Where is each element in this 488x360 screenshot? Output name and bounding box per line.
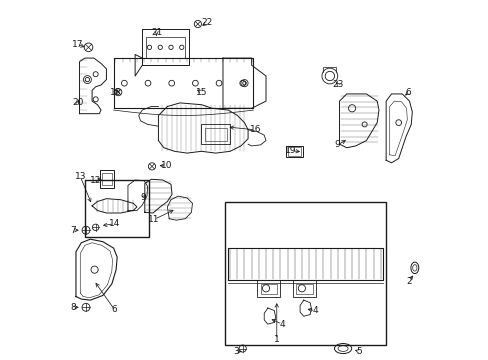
Bar	[204, 128, 226, 141]
Text: 16: 16	[249, 125, 261, 134]
Text: 1: 1	[273, 335, 279, 344]
Bar	[285, 146, 303, 157]
Text: 12: 12	[90, 176, 101, 185]
Text: 22: 22	[201, 18, 212, 27]
Text: 13: 13	[74, 172, 86, 181]
Text: 21: 21	[151, 28, 162, 37]
Bar	[257, 280, 280, 297]
Text: 14: 14	[109, 219, 120, 228]
Text: 23: 23	[332, 81, 344, 90]
Bar	[145, 37, 185, 58]
Bar	[102, 173, 112, 185]
Text: 18: 18	[109, 87, 121, 96]
Text: 4: 4	[279, 320, 285, 329]
Bar	[201, 125, 230, 144]
Text: 11: 11	[148, 215, 160, 224]
Text: 15: 15	[195, 87, 207, 96]
Bar	[260, 284, 276, 294]
Text: 17: 17	[72, 40, 83, 49]
Text: 8: 8	[70, 303, 76, 312]
Bar	[224, 202, 386, 345]
Text: 7: 7	[70, 226, 76, 235]
Text: 5: 5	[356, 347, 362, 356]
Text: 10: 10	[160, 161, 172, 170]
Bar	[287, 147, 301, 156]
Bar	[296, 284, 312, 294]
Text: 3: 3	[233, 347, 239, 356]
Text: 9: 9	[334, 140, 340, 149]
Text: 19: 19	[285, 146, 296, 155]
Text: 9: 9	[140, 193, 146, 202]
Bar	[100, 170, 114, 188]
Text: 2: 2	[405, 276, 411, 285]
Text: 6: 6	[112, 305, 117, 314]
Bar	[85, 180, 149, 237]
Text: 6: 6	[405, 87, 411, 96]
Text: 4: 4	[312, 306, 318, 315]
Bar	[292, 280, 316, 297]
Text: 20: 20	[72, 98, 83, 107]
